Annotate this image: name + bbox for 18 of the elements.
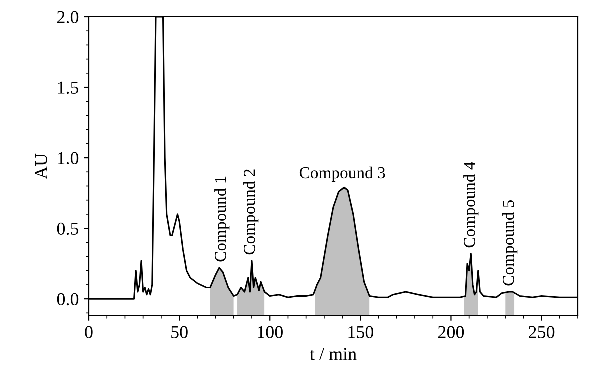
band-label: Compound 2: [244, 170, 259, 255]
y-tick-label: 2.0: [58, 11, 79, 24]
x-tick-label: 0: [85, 326, 93, 338]
y-tick-label: 0.0: [57, 293, 79, 306]
y-tick-label: 1.0: [58, 152, 79, 165]
band-label: Compound 3: [300, 166, 386, 182]
x-tick-label: 150: [348, 326, 374, 338]
y-axis-title: AU: [35, 154, 48, 180]
x-tick-label: 200: [438, 326, 464, 338]
y-tick-label: 1.5: [58, 82, 79, 94]
band-label: Compound 5: [502, 200, 518, 286]
band-label: Compound 1: [214, 176, 230, 262]
x-tick-label: 100: [258, 326, 283, 338]
y-tick-label: 0.5: [57, 222, 79, 236]
x-axis-title: t / min: [310, 348, 357, 360]
x-tick-label: 250: [529, 326, 555, 338]
band-label: Compound 4: [464, 162, 479, 248]
x-tick-label: 50: [172, 326, 188, 338]
